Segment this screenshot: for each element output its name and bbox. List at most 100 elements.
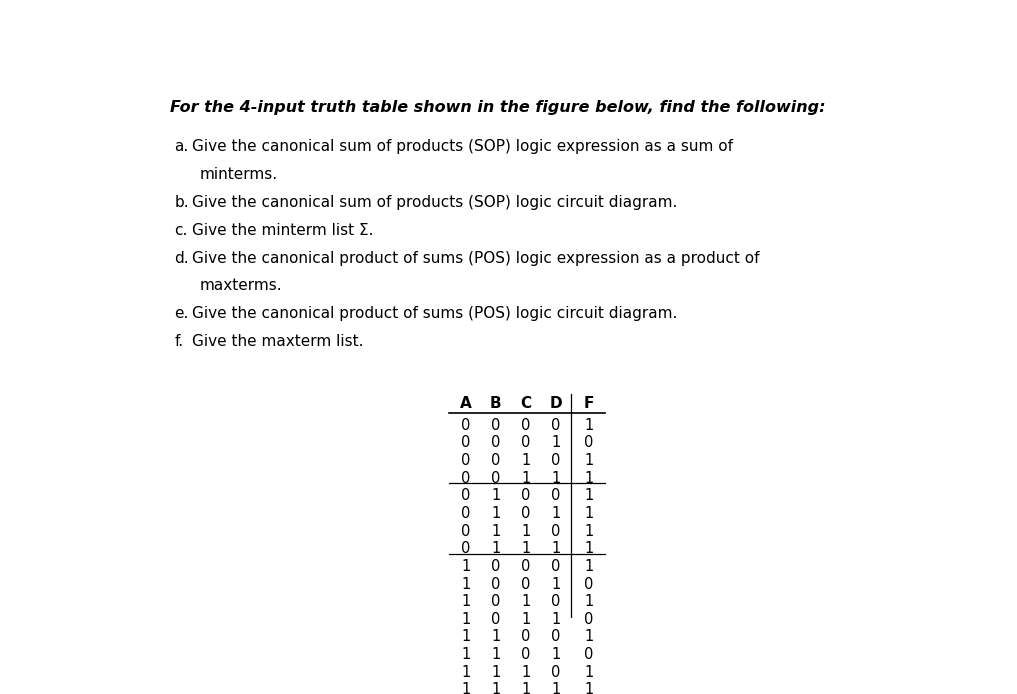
Text: A: A bbox=[460, 396, 472, 411]
Text: 1: 1 bbox=[491, 541, 500, 557]
Text: 0: 0 bbox=[521, 489, 531, 503]
Text: For the 4-input truth table shown in the figure below, find the following:: For the 4-input truth table shown in the… bbox=[171, 101, 826, 115]
Text: Give the canonical sum of products (SOP) logic expression as a sum of: Give the canonical sum of products (SOP)… bbox=[192, 139, 733, 154]
Text: 1: 1 bbox=[521, 594, 530, 609]
Text: 1: 1 bbox=[584, 682, 593, 694]
Text: 1: 1 bbox=[491, 647, 500, 662]
Text: B: B bbox=[490, 396, 501, 411]
Text: 0: 0 bbox=[491, 594, 500, 609]
Text: 1: 1 bbox=[521, 453, 530, 468]
Text: F: F bbox=[584, 396, 594, 411]
Text: c.: c. bbox=[175, 223, 188, 238]
Text: 0: 0 bbox=[491, 418, 500, 433]
Text: 1: 1 bbox=[551, 435, 560, 450]
Text: 0: 0 bbox=[521, 506, 531, 521]
Text: 1: 1 bbox=[491, 506, 500, 521]
Text: 1: 1 bbox=[584, 524, 593, 539]
Text: 1: 1 bbox=[551, 577, 560, 591]
Text: e.: e. bbox=[175, 306, 189, 321]
Text: 0: 0 bbox=[491, 559, 500, 574]
Text: 1: 1 bbox=[461, 629, 471, 645]
Text: 0: 0 bbox=[491, 435, 500, 450]
Text: 1: 1 bbox=[491, 489, 500, 503]
Text: 1: 1 bbox=[551, 647, 560, 662]
Text: 1: 1 bbox=[461, 577, 471, 591]
Text: 1: 1 bbox=[521, 682, 530, 694]
Text: 0: 0 bbox=[491, 612, 500, 627]
Text: 1: 1 bbox=[584, 506, 593, 521]
Text: Give the canonical product of sums (POS) logic circuit diagram.: Give the canonical product of sums (POS)… bbox=[192, 306, 677, 321]
Text: 0: 0 bbox=[521, 577, 531, 591]
Text: 1: 1 bbox=[461, 665, 471, 679]
Text: 1: 1 bbox=[461, 682, 471, 694]
Text: 1: 1 bbox=[521, 524, 530, 539]
Text: 0: 0 bbox=[584, 435, 593, 450]
Text: 0: 0 bbox=[584, 577, 593, 591]
Text: 0: 0 bbox=[491, 471, 500, 486]
Text: 1: 1 bbox=[551, 541, 560, 557]
Text: 0: 0 bbox=[551, 629, 560, 645]
Text: 0: 0 bbox=[584, 612, 593, 627]
Text: 0: 0 bbox=[461, 489, 471, 503]
Text: C: C bbox=[520, 396, 531, 411]
Text: 0: 0 bbox=[461, 435, 471, 450]
Text: 0: 0 bbox=[551, 453, 560, 468]
Text: 0: 0 bbox=[521, 435, 531, 450]
Text: 0: 0 bbox=[461, 418, 471, 433]
Text: 1: 1 bbox=[584, 541, 593, 557]
Text: minterms.: minterms. bbox=[199, 167, 278, 183]
Text: 0: 0 bbox=[551, 418, 560, 433]
Text: 0: 0 bbox=[461, 506, 471, 521]
Text: 0: 0 bbox=[551, 594, 560, 609]
Text: Give the minterm list Σ.: Give the minterm list Σ. bbox=[192, 223, 373, 238]
Text: 0: 0 bbox=[491, 453, 500, 468]
Text: 1: 1 bbox=[491, 524, 500, 539]
Text: 0: 0 bbox=[551, 559, 560, 574]
Text: 1: 1 bbox=[584, 559, 593, 574]
Text: 0: 0 bbox=[491, 577, 500, 591]
Text: 1: 1 bbox=[521, 665, 530, 679]
Text: 1: 1 bbox=[491, 629, 500, 645]
Text: 0: 0 bbox=[461, 541, 471, 557]
Text: b.: b. bbox=[175, 195, 189, 210]
Text: 0: 0 bbox=[461, 471, 471, 486]
Text: 1: 1 bbox=[491, 665, 500, 679]
Text: 1: 1 bbox=[461, 612, 471, 627]
Text: 1: 1 bbox=[521, 612, 530, 627]
Text: 1: 1 bbox=[584, 665, 593, 679]
Text: 0: 0 bbox=[521, 647, 531, 662]
Text: 1: 1 bbox=[521, 541, 530, 557]
Text: 1: 1 bbox=[584, 629, 593, 645]
Text: Give the maxterm list.: Give the maxterm list. bbox=[192, 334, 363, 349]
Text: a.: a. bbox=[175, 139, 189, 154]
Text: 0: 0 bbox=[521, 629, 531, 645]
Text: 1: 1 bbox=[521, 471, 530, 486]
Text: 0: 0 bbox=[551, 524, 560, 539]
Text: 1: 1 bbox=[551, 471, 560, 486]
Text: 1: 1 bbox=[461, 647, 471, 662]
Text: 0: 0 bbox=[461, 453, 471, 468]
Text: 0: 0 bbox=[551, 665, 560, 679]
Text: Give the canonical sum of products (SOP) logic circuit diagram.: Give the canonical sum of products (SOP)… bbox=[192, 195, 677, 210]
Text: D: D bbox=[549, 396, 562, 411]
Text: 1: 1 bbox=[491, 682, 500, 694]
Text: 1: 1 bbox=[551, 682, 560, 694]
Text: f.: f. bbox=[175, 334, 183, 349]
Text: Give the canonical product of sums (POS) logic expression as a product of: Give the canonical product of sums (POS)… bbox=[192, 251, 760, 266]
Text: maxterms.: maxterms. bbox=[199, 278, 283, 294]
Text: 1: 1 bbox=[584, 453, 593, 468]
Text: 1: 1 bbox=[584, 594, 593, 609]
Text: 1: 1 bbox=[584, 418, 593, 433]
Text: 0: 0 bbox=[521, 418, 531, 433]
Text: 0: 0 bbox=[521, 559, 531, 574]
Text: 1: 1 bbox=[461, 559, 471, 574]
Text: 1: 1 bbox=[551, 506, 560, 521]
Text: d.: d. bbox=[175, 251, 189, 266]
Text: 1: 1 bbox=[461, 594, 471, 609]
Text: 1: 1 bbox=[551, 612, 560, 627]
Text: 1: 1 bbox=[584, 489, 593, 503]
Text: 0: 0 bbox=[584, 647, 593, 662]
Text: 1: 1 bbox=[584, 471, 593, 486]
Text: 0: 0 bbox=[461, 524, 471, 539]
Text: 0: 0 bbox=[551, 489, 560, 503]
